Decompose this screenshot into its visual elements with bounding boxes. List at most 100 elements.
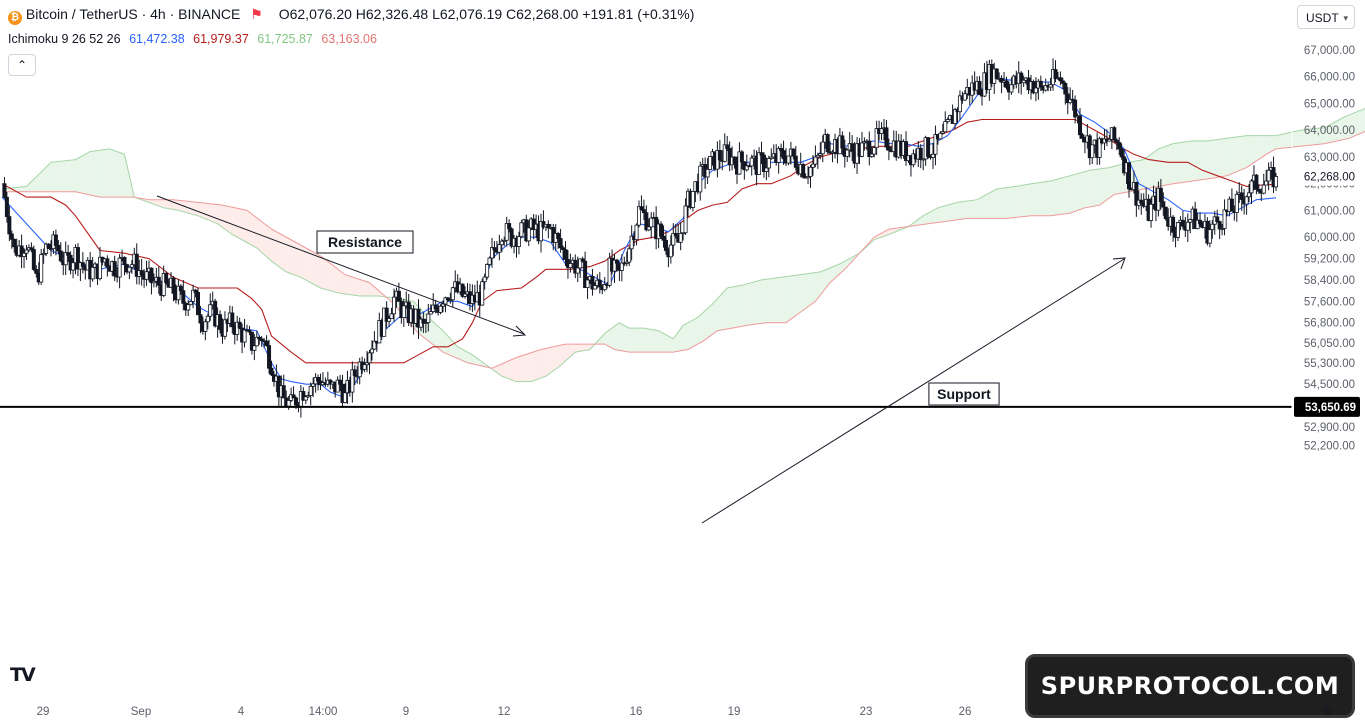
- candle-body: [222, 319, 227, 337]
- candle: [641, 199, 646, 220]
- candle: [629, 225, 634, 261]
- candle-body: [1078, 115, 1083, 136]
- candle: [301, 387, 306, 402]
- candle-body: [281, 385, 286, 399]
- candle-body: [872, 147, 877, 155]
- annotations[interactable]: Resistance Support: [0, 195, 1292, 524]
- candle-body: [561, 247, 566, 251]
- cloud-segment: [913, 221, 916, 226]
- candle-body: [764, 167, 769, 172]
- cloud-segment: [271, 229, 274, 264]
- cloud-segment: [935, 207, 938, 223]
- candle: [75, 243, 80, 277]
- candle-body: [583, 260, 588, 289]
- candle-body: [1161, 201, 1166, 208]
- cloud-segment: [1347, 114, 1350, 139]
- cloud-segment: [1033, 183, 1036, 216]
- candle: [242, 318, 247, 348]
- cloud-segment: [33, 176, 37, 192]
- candle: [764, 157, 769, 181]
- candle-body: [793, 155, 798, 168]
- cloud-segment: [781, 276, 784, 323]
- candle: [678, 222, 683, 251]
- cloud-segment: [325, 259, 328, 290]
- cloud-segment: [36, 174, 39, 192]
- cloud-segment: [835, 264, 838, 279]
- candle-body: [249, 331, 254, 351]
- indicator-name[interactable]: Ichimoku 9 26 52 26: [8, 32, 121, 46]
- cloud-segment: [296, 242, 299, 277]
- candle-body: [1009, 84, 1014, 93]
- candle: [1220, 224, 1225, 236]
- cloud-segment: [6, 188, 10, 192]
- candle: [742, 161, 747, 180]
- cloud-segment: [1202, 140, 1205, 180]
- currency-label: USDT: [1306, 11, 1339, 25]
- cloud-segment: [1190, 140, 1193, 182]
- tradingview-logo[interactable]: TV: [10, 664, 36, 686]
- resistance-label[interactable]: Resistance: [316, 230, 414, 254]
- cloud-segment: [1070, 175, 1073, 214]
- cloud-segment: [251, 214, 255, 247]
- cloud-segment: [1293, 131, 1296, 148]
- candle: [663, 231, 668, 255]
- cloud-segment: [778, 277, 782, 323]
- cloud-segment: [1251, 135, 1254, 165]
- candle-body: [918, 147, 923, 161]
- candle-body: [568, 263, 573, 268]
- candle: [933, 125, 938, 166]
- cloud-segment: [690, 320, 693, 349]
- flag-icon[interactable]: ⚑: [250, 6, 263, 22]
- candle: [218, 310, 223, 334]
- candle: [926, 136, 931, 159]
- support-price-badge[interactable]: [1294, 396, 1360, 417]
- price-axis[interactable]: 67,000.00 66,000.00 65,000.00 64,000.00 63,0…: [1291, 0, 1360, 724]
- candle: [806, 166, 811, 185]
- candle: [602, 277, 607, 292]
- cloud-segment: [300, 245, 304, 279]
- cloud-segment: [724, 287, 728, 330]
- cloud-segment: [499, 363, 502, 377]
- cloud-segment: [538, 349, 541, 379]
- currency-select[interactable]: USDT ▾: [1297, 5, 1355, 29]
- candle-body: [933, 134, 938, 155]
- candle: [1073, 95, 1078, 124]
- symbol-title[interactable]: Bitcoin / TetherUS · 4h · BINANCE: [25, 6, 241, 22]
- candle: [63, 241, 68, 276]
- candle-body: [1149, 203, 1154, 221]
- candle: [58, 242, 63, 263]
- cloud-segment: [1320, 127, 1323, 145]
- candle-body: [815, 154, 820, 158]
- cloud-segment: [925, 213, 929, 225]
- candle: [178, 284, 183, 295]
- support-label[interactable]: Support: [928, 382, 1000, 406]
- cloud-segment: [526, 353, 529, 382]
- cloud-segment: [1057, 178, 1061, 215]
- cloud-segment: [440, 328, 443, 353]
- candle: [387, 315, 392, 327]
- cloud-segment: [68, 160, 71, 192]
- indicator-legend[interactable]: Ichimoku 9 26 52 26 61,472.38 61,979.37 …: [8, 32, 382, 46]
- candle: [499, 238, 504, 253]
- resistance-trendline[interactable]: [156, 195, 525, 335]
- candle: [661, 225, 666, 248]
- cloud-segment: [1268, 135, 1272, 153]
- support-trendline[interactable]: [701, 258, 1125, 524]
- cloud-segment: [626, 326, 630, 353]
- cloud-segment: [955, 202, 958, 221]
- candle-body: [507, 223, 512, 230]
- candle: [791, 148, 796, 160]
- candle: [267, 339, 272, 374]
- cloud-segment: [1288, 132, 1291, 148]
- cloud-segment: [1102, 168, 1105, 204]
- candle-body: [186, 304, 191, 311]
- cloud-segment: [565, 344, 568, 362]
- candle-body: [808, 166, 813, 177]
- cloud-segment: [1089, 169, 1093, 207]
- cloud-segment: [790, 275, 794, 320]
- cloud-segment: [1146, 156, 1149, 189]
- cloud-segment: [1227, 137, 1230, 176]
- chevron-up-icon[interactable]: ⌃: [8, 54, 36, 76]
- gear-icon[interactable]: ⚙: [1322, 704, 1333, 718]
